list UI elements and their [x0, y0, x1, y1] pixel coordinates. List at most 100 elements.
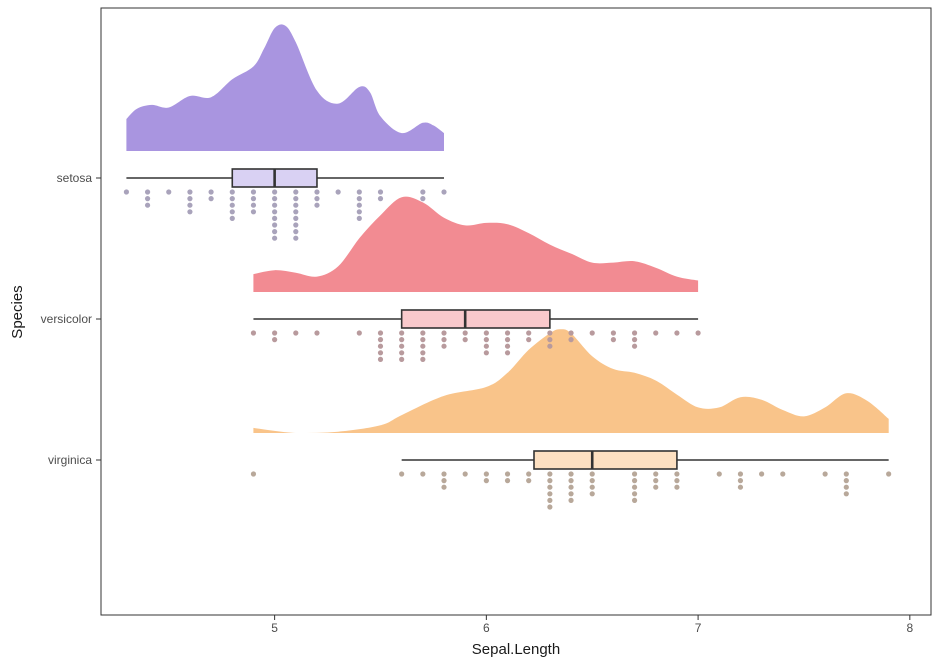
data-point-versicolor [441, 337, 447, 343]
data-point-virginica [547, 497, 553, 503]
data-point-setosa [356, 209, 362, 215]
data-point-setosa [250, 202, 257, 208]
data-point-versicolor [462, 330, 468, 336]
data-point-setosa [144, 202, 151, 208]
data-point-setosa [187, 209, 193, 215]
data-point-virginica [653, 478, 659, 484]
data-point-setosa [356, 196, 362, 202]
data-point-virginica [886, 471, 892, 477]
data-point-setosa [293, 222, 299, 228]
data-point-virginica [526, 471, 532, 477]
data-point-virginica [631, 478, 638, 484]
data-point-virginica [589, 478, 595, 484]
data-point-setosa [420, 196, 426, 202]
data-point-virginica [737, 484, 744, 490]
data-point-setosa [441, 189, 447, 195]
density-clouds [126, 24, 889, 433]
data-point-virginica [441, 484, 447, 490]
data-point-setosa [420, 189, 426, 195]
data-point-setosa [356, 215, 362, 221]
data-point-versicolor [631, 330, 638, 336]
data-point-setosa [314, 196, 320, 202]
boxplots [126, 168, 889, 470]
data-point-versicolor [631, 343, 638, 349]
data-point-virginica [568, 491, 574, 497]
data-point-virginica [441, 478, 447, 484]
y-axis: setosa versicolor virginica [41, 171, 101, 467]
x-tick-label: 5 [271, 621, 278, 635]
data-point-virginica [780, 471, 786, 477]
data-point-setosa [377, 196, 384, 202]
data-point-versicolor [547, 330, 553, 336]
data-point-setosa [208, 196, 214, 202]
data-point-versicolor [483, 330, 489, 336]
data-point-versicolor [399, 330, 405, 336]
data-point-versicolor [589, 330, 595, 336]
data-point-virginica [547, 484, 553, 490]
data-point-versicolor [356, 330, 362, 336]
data-point-virginica [399, 471, 405, 477]
data-point-setosa [144, 196, 151, 202]
x-axis: 5 6 7 8 [271, 615, 913, 635]
data-point-virginica [631, 471, 638, 477]
data-point-virginica [568, 484, 574, 490]
data-point-versicolor [272, 337, 278, 343]
data-point-versicolor [377, 356, 384, 362]
data-point-setosa [335, 189, 341, 195]
data-point-virginica [568, 478, 574, 484]
data-point-versicolor [631, 337, 638, 343]
data-point-versicolor [314, 330, 320, 336]
data-point-virginica [822, 471, 828, 477]
data-point-versicolor [441, 343, 447, 349]
data-point-setosa [377, 189, 384, 195]
data-point-virginica [589, 471, 595, 477]
data-point-setosa [272, 235, 278, 241]
data-point-versicolor [483, 350, 489, 356]
data-point-versicolor [462, 337, 468, 343]
data-point-setosa [229, 202, 235, 208]
data-point-virginica [631, 491, 638, 497]
data-point-versicolor [610, 337, 616, 343]
data-point-setosa [293, 196, 299, 202]
data-point-setosa [293, 229, 299, 235]
data-point-virginica [653, 484, 659, 490]
data-point-versicolor [420, 350, 426, 356]
data-point-setosa [314, 189, 320, 195]
data-point-virginica [504, 478, 511, 484]
data-point-virginica [716, 471, 722, 477]
data-point-virginica [653, 471, 659, 477]
data-point-versicolor [653, 330, 659, 336]
data-point-virginica [462, 471, 468, 477]
data-point-virginica [589, 491, 595, 497]
data-point-virginica [843, 491, 849, 497]
data-point-versicolor [568, 330, 574, 336]
data-point-versicolor [674, 330, 680, 336]
data-point-setosa [229, 209, 235, 215]
data-point-versicolor [377, 343, 384, 349]
data-point-virginica [547, 471, 553, 477]
data-point-setosa [229, 215, 235, 221]
data-point-versicolor [399, 356, 405, 362]
data-point-versicolor [526, 337, 532, 343]
data-point-virginica [547, 491, 553, 497]
data-point-virginica [843, 478, 849, 484]
data-point-versicolor [293, 330, 299, 336]
data-point-versicolor [504, 337, 511, 343]
data-point-versicolor [377, 337, 384, 343]
y-tick-label-versicolor: versicolor [41, 312, 92, 326]
data-point-versicolor [272, 330, 278, 336]
data-point-setosa [272, 229, 278, 235]
data-point-virginica [526, 478, 532, 484]
data-point-setosa [272, 209, 278, 215]
data-point-setosa [356, 202, 362, 208]
x-axis-title: Sepal.Length [472, 641, 560, 658]
data-point-virginica [631, 497, 638, 503]
data-point-virginica [759, 471, 765, 477]
data-point-virginica [589, 484, 595, 490]
x-tick-label: 8 [906, 621, 913, 635]
data-point-virginica [843, 484, 849, 490]
data-point-setosa [144, 189, 151, 195]
data-point-setosa [293, 209, 299, 215]
x-tick-label: 7 [695, 621, 702, 635]
